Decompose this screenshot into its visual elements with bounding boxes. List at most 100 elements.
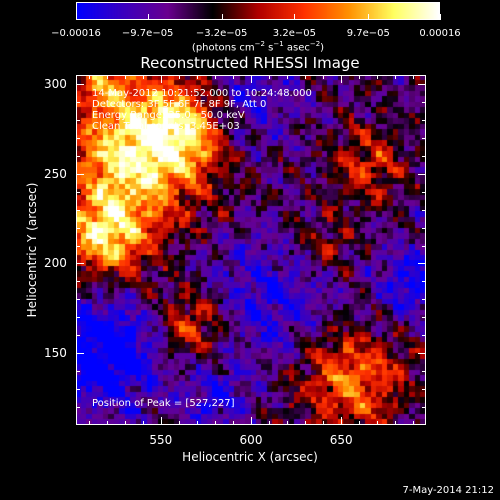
x-tick-label: 550 [149,433,173,447]
y-tick-mark [76,281,80,283]
x-tick-mark-top [323,75,325,79]
y-tick-mark-right [422,281,426,283]
x-tick-mark [251,417,252,425]
y-axis-label: Heliocentric Y (arcsec) [25,182,39,318]
timestamp-footer: 7-May-2014 21:12 [402,485,494,496]
y-tick-mark-right [422,371,426,373]
heatmap-image [76,75,426,425]
y-tick-mark-right [422,407,426,409]
y-tick-mark-right [418,83,426,85]
x-tick-mark [341,417,343,425]
x-tick-mark-top [214,75,216,79]
y-tick-mark-right [418,263,426,265]
y-tick-mark [76,335,80,337]
x-tick-mark [413,421,415,425]
y-tick-mark [76,83,84,85]
x-tick-mark-top [395,75,397,79]
y-tick-mark-right [422,317,426,319]
x-tick-mark [160,417,162,425]
y-tick-mark-right [422,137,426,139]
x-tick-mark [232,421,234,425]
y-tick-mark [76,263,84,265]
x-tick-mark-top [359,75,361,79]
y-tick-mark [76,353,84,355]
y-tick-mark-right [418,173,426,175]
x-tick-mark-top [160,75,162,83]
y-tick-mark-right [422,191,426,193]
colorbar-tick-label: −3.2e−05 [195,28,248,39]
colorbar-gradient [77,3,439,19]
x-tick-mark [305,421,307,425]
x-tick-mark [377,421,379,425]
colorbar-tick-label: 9.7e−05 [346,28,390,39]
y-tick-mark [76,317,80,319]
y-tick-mark-right [422,119,426,121]
x-tick-mark-top [124,75,126,79]
annotation-energy-range: Energy Range: 25.0 - 50.0 keV [92,110,245,121]
x-tick-mark-top [88,75,90,79]
x-axis-label: Heliocentric X (arcsec) [182,450,318,464]
y-tick-mark-right [422,389,426,391]
x-tick-mark [142,421,144,425]
y-tick-mark [76,299,80,301]
x-tick-mark-top [377,75,379,79]
x-tick-mark [88,421,90,425]
colorbar-units: (photons cm−2 s−1 asec−2) [191,40,325,54]
y-tick-mark-right [422,335,426,337]
y-tick-mark [76,173,84,175]
colorbar-tick-mark [76,14,77,20]
colorbar-tick-mark [294,14,296,20]
y-tick-mark-right [422,155,426,157]
annotation-time-range: 14-May-2012 10:21:52.000 to 10:24:48.000 [92,88,312,99]
x-tick-mark-top [232,75,234,79]
y-tick-mark [76,245,80,247]
colorbar [76,2,440,20]
y-tick-label: 250 [44,166,67,181]
y-tick-mark [76,101,80,103]
y-tick-mark [76,227,80,229]
y-tick-mark-right [422,245,426,247]
x-tick-mark [124,421,126,425]
annotation-peak-position: Position of Peak = [527,227] [92,398,235,409]
plot-area [76,75,426,425]
y-tick-mark [76,119,80,121]
colorbar-tick-label: −9.7e−05 [121,28,174,39]
y-tick-label: 150 [44,346,67,361]
x-tick-mark-top [287,75,289,79]
x-tick-label: 650 [329,433,353,447]
annotation-detectors: Detectors: 3F 5F 6F 7F 8F 9F, Att 0 [92,99,267,110]
x-tick-mark-top [178,75,180,79]
y-tick-mark-right [422,209,426,211]
x-tick-mark-top [305,75,307,79]
y-tick-mark [76,371,80,373]
x-tick-mark-top [269,75,271,79]
y-tick-mark [76,389,80,391]
x-tick-mark [323,421,325,425]
x-tick-mark-top [196,75,198,79]
x-tick-mark [106,421,108,425]
y-tick-mark [76,137,80,139]
x-tick-mark [178,421,180,425]
y-tick-mark-right [422,227,426,229]
y-tick-mark-right [422,101,426,103]
x-tick-mark [395,421,397,425]
annotation-clean-counts: Clean Total counts: 3.45E+03 [92,121,240,132]
colorbar-tick-mark [221,14,223,20]
colorbar-tick-label: −0.00016 [51,28,101,39]
x-tick-mark [359,421,361,425]
x-tick-mark-top [251,75,252,83]
colorbar-tick-label: 3.2e−05 [272,28,316,39]
x-tick-mark-top [341,75,343,83]
x-tick-mark [269,421,271,425]
x-tick-mark [287,421,289,425]
x-tick-mark-top [413,75,415,79]
y-tick-mark [76,407,80,409]
x-tick-mark [214,421,216,425]
y-tick-label: 200 [44,256,67,271]
y-tick-mark [76,191,80,193]
y-tick-mark-right [422,299,426,301]
y-tick-mark [76,155,80,157]
x-tick-mark-top [106,75,108,79]
y-tick-mark-right [418,353,426,355]
x-tick-mark [196,421,198,425]
